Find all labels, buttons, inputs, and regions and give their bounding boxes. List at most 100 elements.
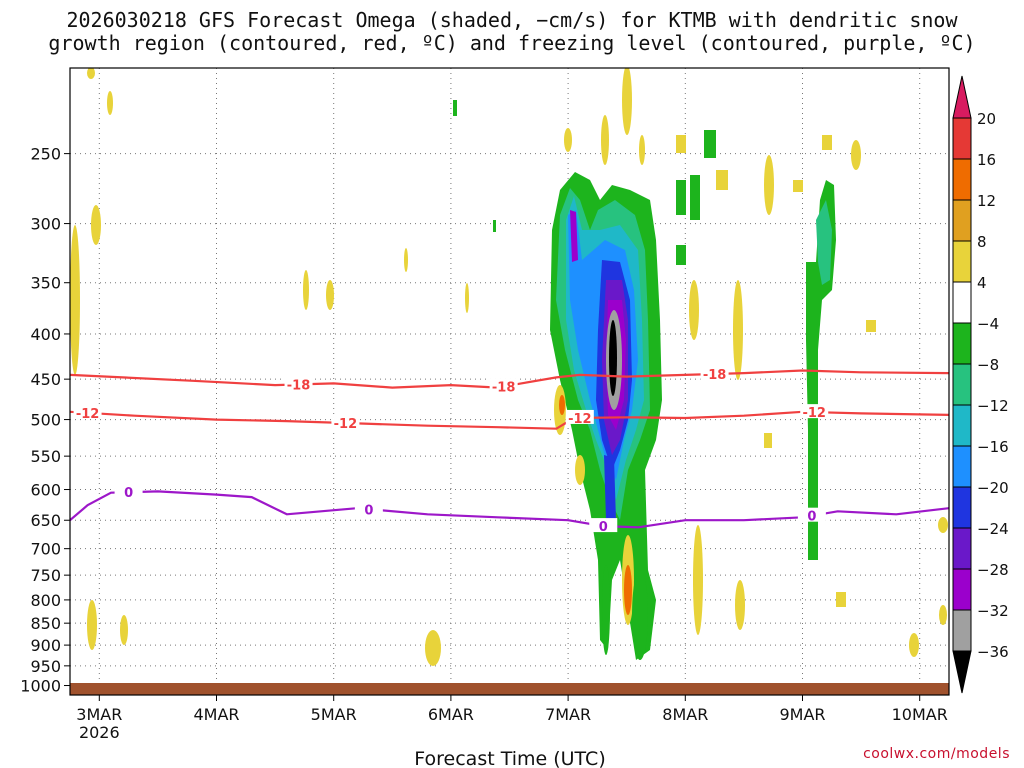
- yellow-patch-v: [689, 280, 699, 340]
- contour-1-label-2: -12: [568, 412, 592, 427]
- yellow-patch-l: [622, 68, 632, 135]
- x-tick-label-6MAR: 6MAR: [428, 705, 474, 724]
- yellow-patch-x: [851, 140, 861, 170]
- contour-0-label-1: -18: [492, 381, 516, 396]
- yellow-patch-ag: [793, 180, 803, 192]
- x-year-label: 2026: [79, 723, 120, 742]
- green-patch-d: [676, 245, 686, 265]
- y-tick-label-300: 300: [30, 215, 61, 234]
- y-tick-label-1000: 1000: [20, 677, 61, 696]
- contour-1-label-bg-3: [800, 404, 829, 419]
- contour-1-label-bg-1: [331, 415, 360, 430]
- yellow-patch-aa: [939, 605, 947, 625]
- x-tick-label-4MAR: 4MAR: [193, 705, 239, 724]
- colorbar-top-triangle: [952, 75, 972, 119]
- colorbar-swatch-12: [952, 568, 972, 611]
- y-tick-label-550: 550: [30, 447, 61, 466]
- omega-black-core: [609, 320, 617, 396]
- yellow-patch-h: [326, 280, 334, 310]
- contour-2-label-1: 0: [364, 503, 373, 518]
- yellow-patch-ah: [822, 135, 832, 150]
- yellow-patch-z: [938, 517, 948, 533]
- contour-0-label-bg-1: [489, 378, 518, 393]
- contour-1-label-bg-0: [73, 404, 102, 419]
- yellow-patch-g: [425, 630, 441, 666]
- colorbar-label-6: −8: [977, 356, 999, 374]
- yellow-patch-ad: [764, 433, 772, 448]
- chart-title-line-1: 2026030218 GFS Forecast Omega (shaded, −…: [66, 8, 958, 32]
- colorbar-swatch-3: [952, 199, 972, 242]
- yellow-patch-c: [107, 91, 113, 115]
- y-tick-label-350: 350: [30, 274, 61, 293]
- yellow-patch-n: [639, 135, 645, 165]
- yellow-patch-ab: [836, 592, 846, 607]
- contour-0-label-bg-2: [700, 365, 729, 380]
- terrain-band: [70, 683, 949, 695]
- contour-0-label-2: -18: [703, 368, 727, 383]
- colorbar-swatch-5: [952, 281, 972, 324]
- yellow-patch-y: [909, 633, 919, 657]
- omega-purple-left-strip: [570, 210, 578, 262]
- omega-green-patches: [453, 100, 716, 660]
- yellow-patch-d: [87, 68, 95, 79]
- colorbar-label-1: 16: [977, 151, 996, 169]
- contour-1-line: [70, 410, 949, 430]
- omega-shading: [70, 68, 948, 666]
- x-tick-label-8MAR: 8MAR: [662, 705, 708, 724]
- y-tick-label-500: 500: [30, 411, 61, 430]
- chart-title-line-2: growth region (contoured, red, ºC) and f…: [48, 31, 976, 55]
- colorbar-label-7: −12: [977, 397, 1009, 415]
- yellow-patch-f: [120, 615, 128, 645]
- colorbar-swatch-1: [952, 117, 972, 160]
- contour-2-label-0: 0: [124, 486, 133, 501]
- yellow-patch-j: [404, 248, 408, 272]
- yellow-patch-q: [575, 455, 585, 485]
- y-tick-label-400: 400: [30, 325, 61, 344]
- yellow-patch-s: [693, 525, 703, 635]
- x-axis: 3MAR 4MAR 5MAR 6MAR 7MAR 8MAR 9MAR 10MAR 2026: [76, 695, 948, 742]
- yellow-patch-t: [733, 280, 743, 380]
- x-axis-label: Forecast Time (UTC): [414, 748, 605, 768]
- yellow-patch-ac: [866, 320, 876, 332]
- yellow-patch-m: [601, 115, 609, 165]
- colorbar-bottom-triangle: [952, 650, 972, 694]
- x-tick-label-3MAR: 3MAR: [76, 705, 122, 724]
- contour-2-label-3: 0: [807, 510, 816, 525]
- contour-0-label-0: -18: [287, 378, 311, 393]
- colorbar-swatch-6: [952, 322, 972, 365]
- contour-2-label-2: 0: [599, 520, 608, 535]
- x-tick-label-7MAR: 7MAR: [545, 705, 591, 724]
- y-tick-label-850: 850: [30, 614, 61, 633]
- green-patch-h: [632, 570, 648, 660]
- y-tick-label-900: 900: [30, 636, 61, 655]
- colorbar-label-3: 8: [977, 233, 987, 251]
- y-tick-label-600: 600: [30, 481, 61, 500]
- omega-blue-lower-strip: [604, 455, 616, 520]
- yellow-patch-w: [735, 580, 745, 630]
- yellow-patch-af: [716, 170, 728, 190]
- plot-frame: [69, 67, 950, 696]
- green-patch-g: [602, 565, 610, 655]
- yellow-patch-a: [70, 225, 80, 375]
- y-tick-label-450: 450: [30, 370, 61, 389]
- green-patch-f: [493, 220, 496, 232]
- colorbar-label-12: −32: [977, 602, 1009, 620]
- contour-2-label-bg-1: [354, 501, 383, 516]
- contour-labels: -18 -18 -18 -12 -12 -12 -12 0 0 0 0: [73, 365, 829, 535]
- contour-2-label-bg-2: [589, 518, 618, 533]
- x-tick-label-9MAR: 9MAR: [779, 705, 825, 724]
- yellow-patch-i: [303, 270, 309, 310]
- y-tick-label-650: 650: [30, 511, 61, 530]
- colorbar-swatch-10: [952, 486, 972, 529]
- green-patch-c: [690, 175, 700, 220]
- colorbar-swatch-8: [952, 404, 972, 447]
- colorbar-swatch-4: [952, 240, 972, 283]
- yellow-patch-k: [465, 283, 469, 313]
- contour-0-line: [70, 369, 949, 389]
- y-tick-label-250: 250: [30, 145, 61, 164]
- colorbar-label-8: −16: [977, 438, 1009, 456]
- yellow-patch-e: [87, 600, 97, 650]
- omega-yellow-patches: [70, 68, 948, 666]
- colorbar-label-0: 20: [977, 110, 996, 128]
